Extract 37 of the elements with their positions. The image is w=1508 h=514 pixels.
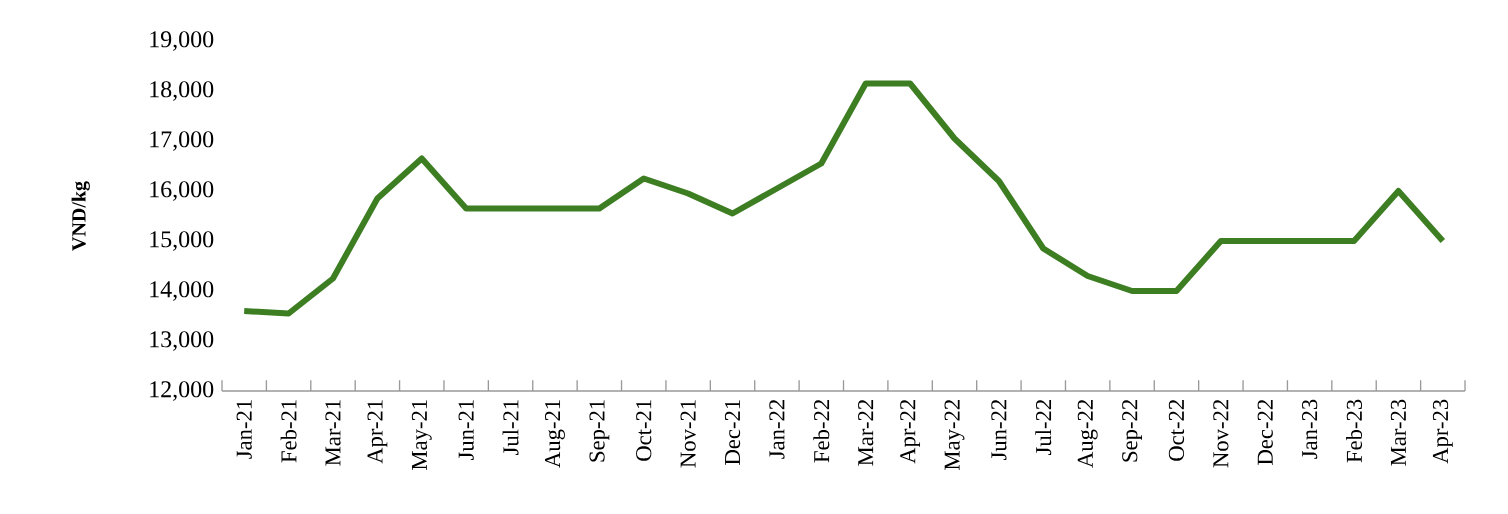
x-tick-label: Jul-21	[502, 400, 519, 456]
y-tick-label: 12,000	[150, 381, 214, 401]
x-tick-label: Feb-22	[813, 400, 830, 463]
y-tick-label: 19,000	[150, 31, 214, 51]
x-tick-label: Jan-23	[1302, 399, 1318, 459]
x-tick-label: Feb-21	[280, 400, 297, 463]
x-tick-label: Mar-23	[1390, 399, 1407, 466]
y-tick-label: 17,000	[150, 131, 214, 151]
x-tick-label: Aug-21	[545, 400, 565, 468]
x-tick-label: Mar-21	[325, 400, 341, 466]
x-tick-label: Oct-21	[636, 400, 652, 461]
x-tick-label: Dec-22	[1257, 400, 1273, 465]
x-tick-label: Jun-21	[458, 400, 474, 461]
x-tick-label: Oct-22	[1168, 400, 1185, 461]
x-tick-label: Dec-21	[724, 400, 741, 465]
x-tick-label: Nov-22	[1213, 400, 1229, 468]
x-tick-label: Jun-22	[991, 400, 1007, 461]
x-tick-label: Apr-21	[367, 400, 388, 464]
x-tick-label: May-21	[411, 400, 432, 470]
y-tick-label: 13,000	[150, 331, 214, 351]
y-axis-title: VND/kg	[71, 181, 90, 251]
x-tick-label: Sep-22	[1122, 400, 1142, 462]
y-tick-label: 15,000	[150, 231, 214, 251]
x-tick-label: Nov-21	[680, 400, 696, 468]
y-tick-label: 18,000	[150, 81, 214, 101]
y-tick-label: 16,000	[150, 181, 214, 201]
x-tick-label: Feb-23	[1346, 399, 1363, 463]
y-tick-label: 14,000	[150, 281, 214, 301]
x-tick-label: Apr-22	[900, 400, 921, 464]
x-tick-label: Jan-21	[236, 400, 252, 459]
x-tick-label: Mar-22	[858, 400, 874, 466]
x-tick-label: Jan-22	[769, 400, 785, 459]
x-tick-label: Aug-22	[1077, 400, 1098, 468]
x-tick-label: Sep-21	[589, 400, 610, 462]
x-tick-label: Jul-22	[1035, 400, 1052, 456]
x-tick-label: May-22	[944, 400, 965, 470]
x-tick-label: Apr-23	[1432, 399, 1453, 464]
